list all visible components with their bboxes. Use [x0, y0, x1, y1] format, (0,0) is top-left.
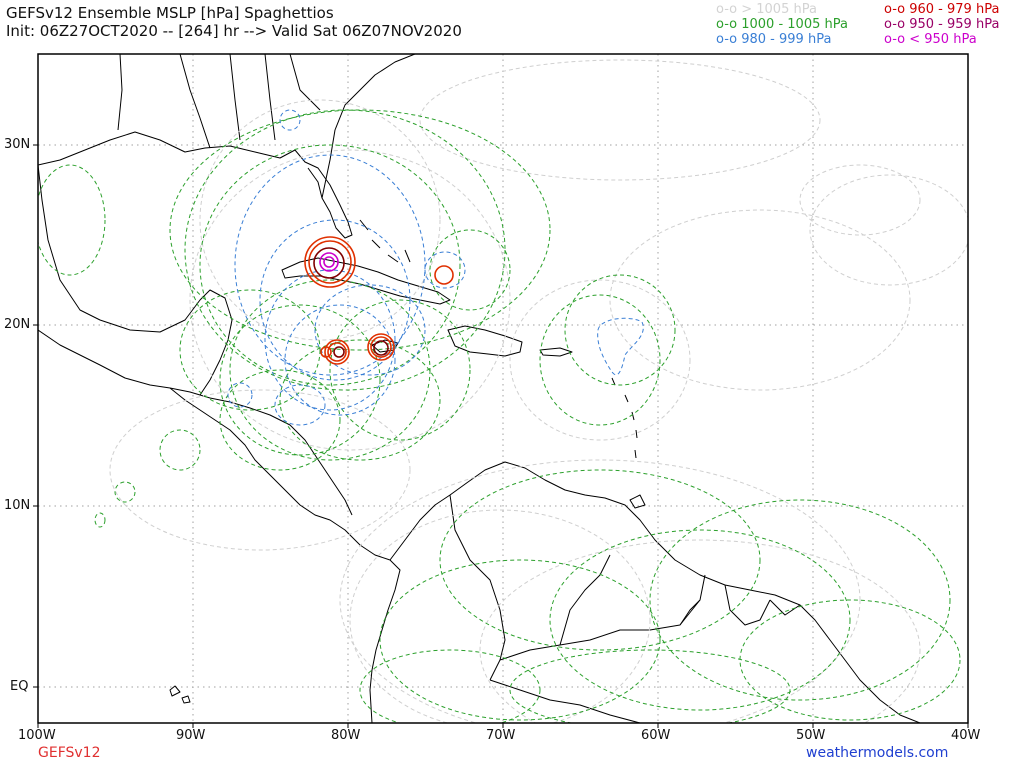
- chart-subtitle: Init: 06Z27OCT2020 -- [264] hr --> Valid…: [6, 22, 462, 40]
- model-label: GEFSv12: [38, 745, 101, 761]
- x-tick-label: 50W: [796, 728, 826, 743]
- coastlines: [38, 54, 921, 723]
- x-tick-label: 70W: [486, 728, 516, 743]
- contours-gt1005: [109, 59, 968, 723]
- legend-label: 980 - 999 hPa: [741, 32, 832, 47]
- y-tick-label: 30N: [4, 137, 31, 152]
- legend-right: o-o 960 - 979 hPa o-o 950 - 959 hPa o-o …: [884, 2, 999, 47]
- x-tick-label: 100W: [18, 728, 56, 743]
- y-tick-label: 20N: [4, 317, 31, 332]
- legend-label: 960 - 979 hPa: [909, 2, 1000, 17]
- gridlines: [38, 54, 968, 723]
- legend-marker: o-o: [716, 32, 738, 47]
- x-tick-label: 80W: [331, 728, 361, 743]
- legend-marker: o-o: [716, 17, 738, 32]
- legend-marker: o-o: [884, 17, 906, 32]
- contours-1000-1005: [38, 109, 961, 723]
- source-label[interactable]: weathermodels.com: [806, 745, 949, 761]
- legend-item-1000-1005: o-o 1000 - 1005 hPa: [716, 17, 848, 32]
- legend-item-950-959: o-o 950 - 959 hPa: [884, 17, 999, 32]
- y-tick-label: EQ: [10, 679, 29, 694]
- legend-item-gt1005: o-o > 1005 hPa: [716, 2, 848, 17]
- legend-marker: o-o: [884, 32, 906, 47]
- y-tick-label: 10N: [4, 498, 31, 513]
- legend-item-980-999: o-o 980 - 999 hPa: [716, 32, 848, 47]
- legend-marker: o-o: [716, 2, 738, 17]
- legend-label: 1000 - 1005 hPa: [741, 17, 848, 32]
- x-tick-label: 90W: [176, 728, 206, 743]
- contours-lt950: [319, 252, 339, 272]
- x-tick-label: 40W: [951, 728, 981, 743]
- legend-left: o-o > 1005 hPa o-o 1000 - 1005 hPa o-o 9…: [716, 2, 848, 47]
- legend-item-lt950: o-o < 950 hPa: [884, 32, 999, 47]
- legend-label: 950 - 959 hPa: [909, 17, 1000, 32]
- tick-marks: [33, 144, 969, 728]
- contours-950-959: [313, 247, 389, 358]
- legend-marker: o-o: [884, 2, 906, 17]
- contours-960-979: [304, 236, 454, 365]
- contours-980-999: [227, 109, 644, 426]
- legend-item-960-979: o-o 960 - 979 hPa: [884, 2, 999, 17]
- legend-label: < 950 hPa: [909, 32, 977, 47]
- x-tick-label: 60W: [641, 728, 671, 743]
- chart-title: GEFSv12 Ensemble MSLP [hPa] Spaghettios: [6, 4, 334, 22]
- legend-label: > 1005 hPa: [741, 2, 817, 17]
